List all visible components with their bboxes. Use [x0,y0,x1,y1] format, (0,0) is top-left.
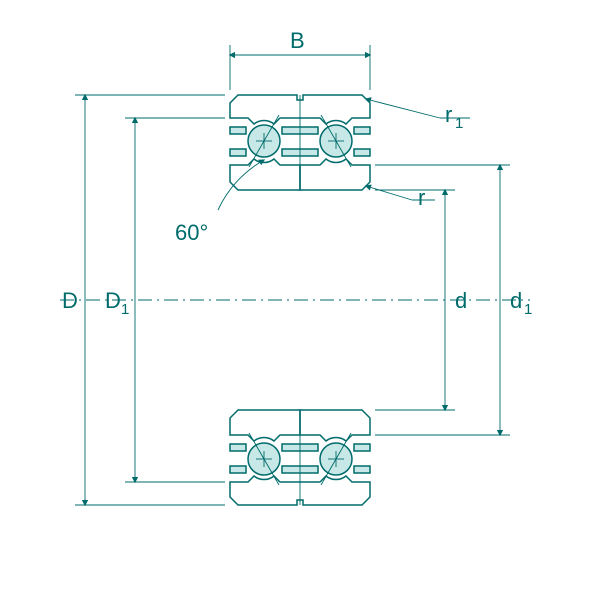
label-r: r [418,185,425,210]
label-r1: r [445,102,452,127]
label-d: d [455,288,467,313]
label-D: D [62,288,78,313]
angle-60: 60° [175,160,264,245]
label-r1-sub: 1 [455,115,463,132]
dim-r1: r 1 [366,99,470,132]
label-d1-sub: 1 [524,301,532,318]
label-D1: D [105,288,121,313]
label-d1: d [510,288,522,313]
bearing-cross-section-diagram: B r 1 r D D 1 d d 1 [0,0,600,600]
label-D1-sub: 1 [121,301,129,318]
label-B: B [290,28,305,53]
dim-B: B [230,28,370,90]
dim-r: r [366,185,435,210]
label-angle: 60° [175,220,208,245]
